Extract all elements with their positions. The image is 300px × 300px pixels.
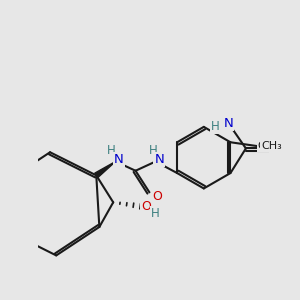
Text: H: H: [211, 120, 219, 134]
Polygon shape: [95, 161, 116, 178]
Text: CH₃: CH₃: [261, 141, 282, 151]
Text: O: O: [272, 142, 282, 155]
Text: O: O: [152, 190, 162, 203]
Text: O: O: [141, 200, 151, 213]
Text: H: H: [151, 207, 160, 220]
Text: CH₃: CH₃: [258, 141, 279, 151]
Text: N: N: [154, 153, 164, 166]
Text: N: N: [223, 117, 233, 130]
Text: N: N: [114, 154, 124, 166]
Text: H: H: [149, 144, 158, 157]
Text: H: H: [107, 144, 116, 157]
